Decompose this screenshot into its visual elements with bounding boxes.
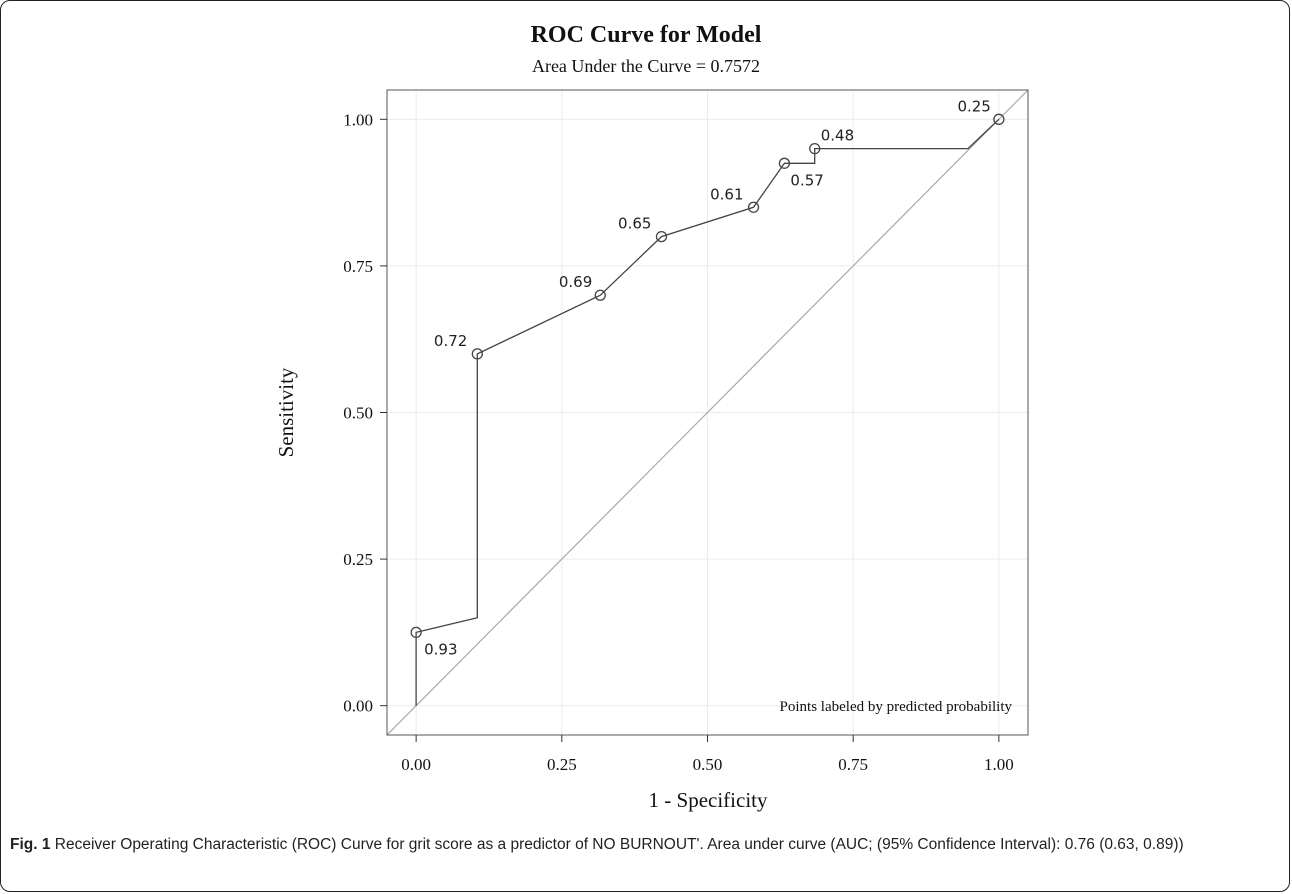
roc-point-label: 0.93 — [424, 640, 457, 658]
y-axis-label: Sensitivity — [274, 367, 298, 457]
x-tick-label: 1.00 — [984, 755, 1014, 774]
roc-point-marker — [471, 348, 483, 360]
roc-point-label: 0.72 — [434, 332, 467, 350]
roc-point-label: 0.48 — [821, 127, 854, 145]
roc-point-label: 0.65 — [618, 215, 651, 233]
y-tick-label: 0.00 — [343, 697, 373, 716]
roc-point-marker — [778, 157, 791, 169]
y-tick-label: 1.00 — [343, 110, 373, 129]
x-tick-label: 0.00 — [401, 755, 431, 774]
annotation-text: Points labeled by predicted probability — [780, 699, 1013, 715]
x-tick-label: 0.75 — [838, 755, 868, 774]
x-tick-label: 0.50 — [693, 755, 723, 774]
roc-point-label: 0.61 — [710, 185, 743, 203]
roc-point-label: 0.25 — [957, 97, 990, 115]
roc-curve-line — [415, 118, 1000, 706]
roc-point-marker — [993, 113, 1005, 125]
roc-point-marker — [655, 230, 668, 243]
reference-diagonal — [387, 90, 1028, 735]
roc-point-label: 0.69 — [559, 273, 592, 291]
y-tick-label: 0.50 — [343, 404, 373, 423]
roc-chart: 0.00 0.25 0.50 0.75 1.00 0.00 0.25 0.50 0.75 1.00… — [274, 22, 1029, 812]
caption-text: Receiver Operating Characteristic (ROC) … — [50, 836, 1184, 853]
x-axis-label: 1 - Specificity — [649, 788, 768, 812]
chart-subtitle: Area Under the Curve = 0.7572 — [532, 56, 760, 76]
chart-title: ROC Curve for Model — [531, 22, 762, 48]
figure-caption: Fig. 1 Receiver Operating Characteristic… — [10, 834, 1280, 855]
roc-point-marker — [410, 626, 422, 639]
roc-point-label: 0.57 — [790, 171, 823, 189]
roc-point-marker — [747, 201, 760, 213]
x-tick-label: 0.25 — [547, 755, 577, 774]
y-tick-label: 0.75 — [343, 257, 373, 276]
y-tick-label: 0.25 — [343, 550, 373, 569]
figure-label: Fig. 1 — [10, 836, 51, 853]
roc-point-marker — [594, 289, 606, 301]
roc-point-marker — [809, 142, 821, 155]
